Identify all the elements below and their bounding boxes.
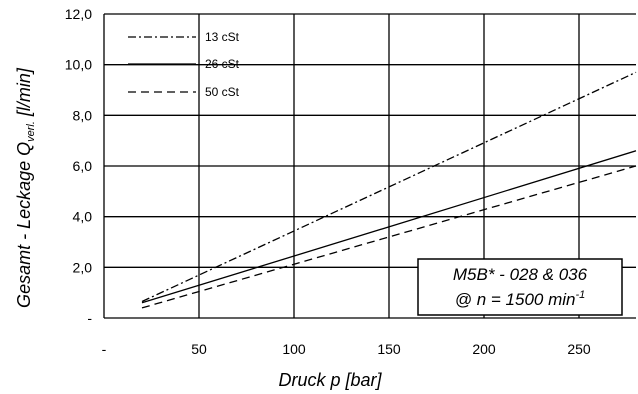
annotation-line-2-text: @ n = 1500 min xyxy=(455,290,576,309)
x-axis-label: Druck p [bar] xyxy=(278,370,382,390)
y-tick-label-5: 10,0 xyxy=(65,57,92,73)
legend-label-50cst: 50 cSt xyxy=(205,85,240,99)
series-line-13-cst xyxy=(141,71,637,303)
x-tick-label-3: 150 xyxy=(377,341,401,357)
series-line-50-cst xyxy=(141,165,637,309)
series-lines xyxy=(141,71,637,309)
legend: 13 cSt 26 cSt 50 cSt xyxy=(128,30,240,99)
x-tick-label-2: 100 xyxy=(282,341,306,357)
y-tick-label-1: 2,0 xyxy=(73,259,93,275)
y-tick-labels: - 2,0 4,0 6,0 8,0 10,0 12,0 xyxy=(65,6,93,326)
y-tick-label-2: 4,0 xyxy=(73,209,93,225)
y-tick-label-4: 8,0 xyxy=(73,107,93,123)
annotation-line-2: @ n = 1500 min-1 xyxy=(455,289,586,309)
y-tick-label-6: 12,0 xyxy=(65,6,92,22)
y-tick-label-3: 6,0 xyxy=(73,158,93,174)
annotation-line-2-sup: -1 xyxy=(575,289,585,301)
annotation-frame xyxy=(417,258,623,316)
annotation-line-1: M5B* - 028 & 036 xyxy=(453,265,588,284)
x-tick-label-4: 200 xyxy=(472,341,496,357)
y-axis-label-sub: verl. xyxy=(25,121,37,142)
y-axis-label-unit: [l/min] xyxy=(14,67,34,121)
x-tick-label-1: 50 xyxy=(191,341,207,357)
x-tick-label-0: - xyxy=(102,341,107,357)
series-line-26-cst xyxy=(141,150,637,304)
legend-label-13cst: 13 cSt xyxy=(205,30,240,44)
y-tick-label-0: - xyxy=(87,310,92,326)
y-axis-label-main: Gesamt - Leckage Q xyxy=(14,142,34,308)
y-axis-label: Gesamt - Leckage Qverl. [l/min] xyxy=(14,67,37,308)
x-tick-label-5: 250 xyxy=(567,341,591,357)
x-tick-labels: - 50 100 150 200 250 xyxy=(102,341,591,357)
legend-label-26cst: 26 cSt xyxy=(205,57,240,71)
annotation-box: M5B* - 028 & 036 @ n = 1500 min-1 xyxy=(417,258,623,316)
